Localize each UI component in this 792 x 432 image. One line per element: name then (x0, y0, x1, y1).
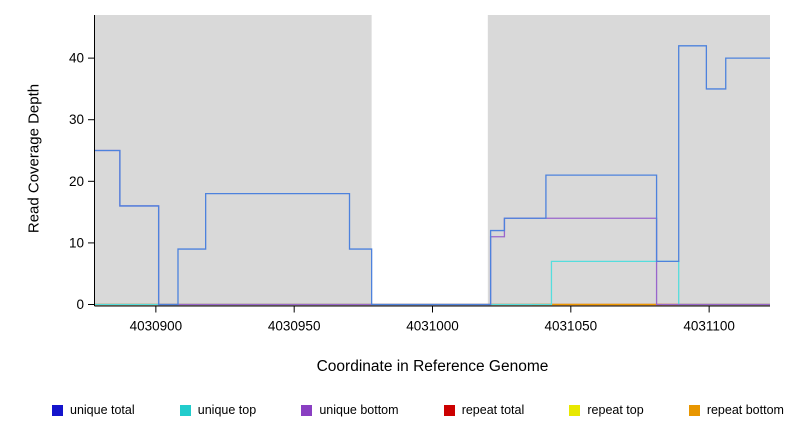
legend-label: repeat bottom (706, 403, 784, 417)
legend-swatch (52, 404, 63, 416)
legend-item-unique-top: unique top (179, 403, 257, 417)
plot-area: 4030900 4030950 4031000 4031050 4031100 0 10 20… (69, 15, 770, 334)
legend-item-repeat-bottom: repeat bottom (688, 403, 784, 417)
x-tick-label: 4031100 (683, 319, 735, 334)
legend-label: repeat top (587, 403, 644, 417)
y-tick-label: 20 (69, 174, 84, 189)
legend-label: unique bottom (319, 403, 399, 417)
y-tick-label: 0 (76, 297, 84, 312)
legend-label: repeat total (461, 403, 525, 417)
legend: unique total unique top unique bottom repea… (52, 400, 784, 420)
y-axis-title: Read Coverage Depth (25, 83, 43, 234)
legend-item-repeat-total: repeat total (443, 403, 525, 417)
legend-swatch (688, 404, 700, 416)
legend-label: unique top (197, 403, 257, 417)
series-line-unique-total (95, 45, 770, 306)
x-axis-title: Coordinate in Reference Genome (316, 358, 549, 375)
x-tick-label: 4031050 (545, 319, 598, 334)
plot-shaded-region (95, 15, 372, 306)
x-tick-label: 4030900 (130, 319, 183, 334)
legend-item-unique-bottom: unique bottom (301, 403, 399, 417)
legend-swatch (301, 404, 313, 416)
y-tick-label: 30 (69, 112, 84, 127)
y-tick-label: 40 (69, 51, 84, 66)
x-tick-label: 4031000 (406, 319, 459, 334)
y-tick-label: 10 (69, 235, 84, 250)
x-tick-label: 4030950 (268, 319, 321, 334)
plot-shaded-region (487, 15, 770, 306)
legend-item-unique-total: unique total (52, 403, 135, 417)
legend-item-repeat-top: repeat top (569, 403, 644, 417)
legend-swatch (443, 404, 455, 416)
legend-swatch (569, 404, 581, 416)
legend-label: unique total (70, 403, 135, 417)
legend-swatch (179, 404, 191, 416)
